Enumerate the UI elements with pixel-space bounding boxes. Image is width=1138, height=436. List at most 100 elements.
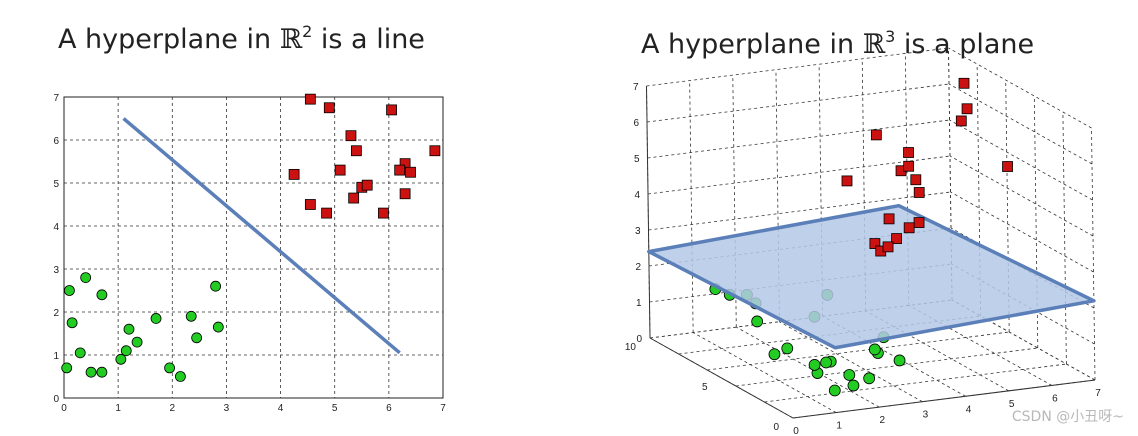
data-point-circle [120,345,132,357]
data-point-circle [191,332,203,344]
data-point-square [891,233,902,244]
data-point-square [348,192,360,204]
grid-line-floor-y [764,363,1067,403]
data-point-circle [175,371,186,382]
y-tick-label: 5 [53,179,59,190]
data-point-square [399,188,411,200]
x-tick-label: 2 [170,403,176,414]
data-point-circle [64,285,75,296]
chart-title-3d: A hyperplane in ℝ3 is a plane [641,27,1034,60]
data-point-circle [164,362,175,374]
data-point-circle [820,356,833,369]
y-tick-label: 4 [53,222,59,233]
y-axis [649,337,794,419]
data-point-square [955,115,967,127]
data-point-square [399,158,411,170]
y-tick-label: 10 [625,342,637,353]
data-point-circle [781,342,794,355]
data-point-square [910,174,922,186]
data-point-square [304,93,316,105]
data-point-square [323,102,335,114]
data-point-circle [66,317,78,329]
data-point-square [394,164,406,176]
z-tick-label: 1 [636,298,642,309]
x-axis [792,379,1096,419]
x-tick-label: 3 [224,403,230,414]
data-point-circle [210,280,222,292]
y-tick-label: 5 [702,382,708,393]
data-point-circle [74,347,86,359]
data-point-square [913,187,925,198]
hyperplane-line [122,117,401,355]
y-tick-label: 6 [53,136,59,147]
watermark: CSDN @小丑呀~ [1011,409,1124,425]
x-tick-label: 5 [1009,399,1015,410]
z-tick-label: 2 [635,262,641,273]
x-tick-label: 3 [923,410,929,421]
y-tick-label: 3 [53,265,59,276]
x-tick-label: 1 [115,403,121,414]
data-point-circle [847,379,860,392]
data-point-circle [893,354,906,367]
data-point-square [903,222,915,234]
x-tick-label: 0 [793,426,799,436]
x-tick-label: 7 [440,403,446,414]
grid-line-back-z [647,155,951,195]
data-point-square [304,199,316,210]
data-point-square [321,207,332,219]
grid-line-side-y [1091,127,1096,381]
data-point-circle [828,384,841,397]
title-power: 2 [302,22,313,41]
data-point-circle [85,366,97,378]
data-point-square [961,103,973,115]
data-point-square [350,145,362,157]
data-point-square [361,179,373,191]
x-tick-label: 0 [61,403,67,414]
z-axis [646,85,651,339]
data-point-square [429,145,441,157]
grid-line-back-z [646,47,949,87]
x-tick-label: 6 [386,403,392,414]
grid-line-side-z [948,83,1093,165]
title-power: 3 [885,27,896,46]
title-symbol: ℝ [862,29,886,60]
data-point-circle [131,336,143,348]
title-prefix: A hyperplane in [641,29,863,60]
data-point-circle [80,272,92,284]
data-point-square [903,160,915,172]
data-point-square [882,241,894,253]
grid-line-floor-y [707,331,1010,371]
z-tick-label: 0 [636,334,642,345]
data-point-square [288,168,300,180]
grid-line-floor-y [735,347,1038,387]
z-tick-label: 3 [635,226,641,237]
plot-frame [63,96,444,399]
y-tick-label: 7 [53,93,59,104]
x-tick-label: 4 [966,404,972,415]
data-point-circle [212,321,224,333]
data-point-circle [61,362,73,374]
data-point-circle [868,343,881,356]
grid-line-back-z [647,119,950,159]
y-tick-label: 1 [53,351,59,362]
title-suffix: is a plane [895,29,1035,60]
chart-title-2d: A hyperplane in ℝ2 is a line [58,22,425,55]
data-point-circle [808,359,821,371]
grid-line-side-y [1062,111,1067,365]
data-point-square [870,129,882,141]
title-prefix: A hyperplane in [58,24,280,55]
hyperplane-plane [647,203,1096,350]
data-point-square [334,164,346,176]
grid-line-side-z [949,155,1094,237]
x-tick-label: 2 [880,415,886,426]
data-point-square [903,147,914,158]
grid-line-side-z [948,47,1092,129]
data-point-square [869,238,881,249]
x-tick-label: 7 [1095,388,1101,399]
z-tick-label: 6 [633,118,639,129]
z-tick-label: 4 [634,190,640,201]
data-point-circle [843,369,856,381]
grid-line-side-z [949,119,1093,201]
data-point-square [841,175,853,187]
data-point-circle [96,289,108,301]
